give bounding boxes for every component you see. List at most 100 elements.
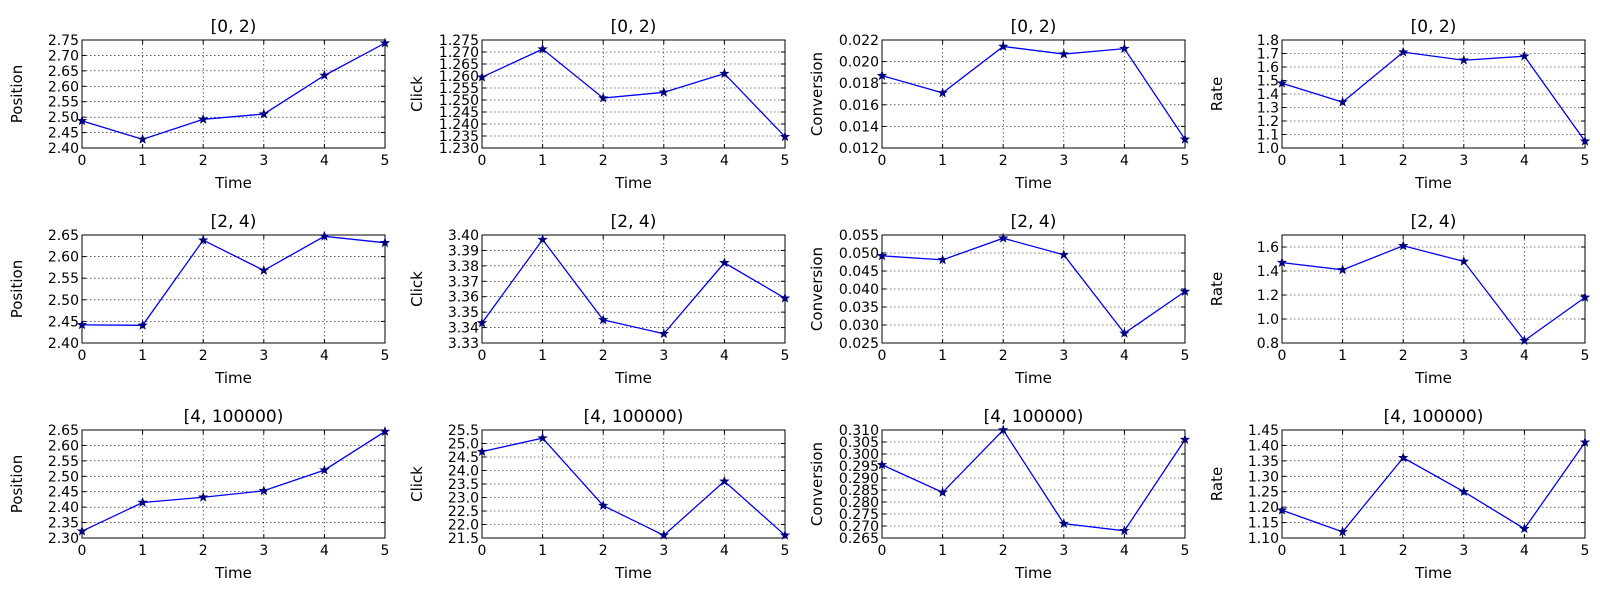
x-tick-label: 0 <box>78 543 87 559</box>
data-point-marker <box>1337 264 1348 275</box>
data-point-marker <box>1519 335 1530 346</box>
x-tick-label: 5 <box>781 348 790 364</box>
data-point-marker <box>379 37 391 48</box>
y-tick-label: 0.014 <box>839 119 879 135</box>
x-tick-label: 2 <box>599 543 608 559</box>
axes-frame <box>481 234 786 344</box>
data-point-marker <box>937 87 948 98</box>
x-tick-label: 1 <box>538 153 547 169</box>
x-tick-label: 5 <box>381 153 390 169</box>
y-tick-label: 0.300 <box>839 447 879 463</box>
subplot-6: 0.025 0.030 0.035 0.040 0.045 0.050 0.055 0 1 2 3 4… <box>808 212 1191 387</box>
x-tick-label: 0 <box>78 153 87 169</box>
x-tick-label: 1 <box>1338 153 1347 169</box>
series-line <box>481 238 786 335</box>
x-tick-label: 1 <box>938 543 947 559</box>
data-point-marker <box>137 319 148 330</box>
data-point-marker <box>1519 50 1530 61</box>
x-tick-label: 1 <box>1338 348 1347 364</box>
y-tick-label: 0.295 <box>839 459 879 475</box>
y-tick-label: 1.6 <box>1257 240 1279 256</box>
axes-frame <box>81 429 386 539</box>
series-line <box>481 437 786 537</box>
data-point-marker <box>76 115 88 126</box>
data-point-marker <box>1337 526 1348 537</box>
y-axis-label: Click <box>408 76 426 112</box>
data-point-marker <box>1276 257 1288 268</box>
y-tick-label: 0.270 <box>839 519 879 535</box>
x-axis-label: Time <box>1014 564 1052 582</box>
subplot-9: 21.522.022.523.023.524.024.525.025.5 0 1 2 3… <box>408 407 791 582</box>
x-axis-label: Time <box>614 174 652 192</box>
y-tick-label: 2.60 <box>48 438 79 454</box>
data-point-marker <box>537 432 548 443</box>
y-tick-label: 23.5 <box>448 477 479 493</box>
y-tick-label: 1.30 <box>1248 469 1279 485</box>
data-point-marker <box>197 113 209 124</box>
data-point-marker <box>998 232 1009 243</box>
data-point-marker <box>1119 327 1130 338</box>
data-point-marker <box>876 250 888 261</box>
axes-frame <box>81 39 386 149</box>
x-tick-label: 4 <box>320 153 329 169</box>
x-tick-label: 0 <box>478 348 487 364</box>
y-tick-label: 0.012 <box>839 141 879 157</box>
y-tick-label: 2.60 <box>48 250 79 266</box>
y-tick-label: 0.018 <box>839 76 879 92</box>
data-point-marker <box>998 41 1009 51</box>
x-tick-label: 1 <box>138 543 147 559</box>
subplot-title: [4, 100000) <box>184 407 284 427</box>
x-tick-label: 5 <box>1581 153 1590 169</box>
x-tick-label: 4 <box>320 348 329 364</box>
y-tick-label: 1.260 <box>439 69 479 85</box>
x-axis-label: Time <box>1014 174 1052 192</box>
x-tick-label: 1 <box>938 153 947 169</box>
data-point-marker <box>658 529 669 540</box>
y-tick-label: 1.3 <box>1257 101 1279 117</box>
x-tick-label: 5 <box>1181 348 1190 364</box>
y-tick-label: 2.30 <box>48 531 79 547</box>
y-axis-label: Click <box>408 271 426 307</box>
data-point-marker <box>319 464 330 475</box>
y-tick-label: 2.45 <box>48 126 79 142</box>
y-tick-label: 0.310 <box>839 423 879 439</box>
subplot-title: [4, 100000) <box>1384 407 1484 427</box>
data-point-marker <box>876 459 888 470</box>
x-tick-label: 5 <box>1581 543 1590 559</box>
subplot-title: [0, 2) <box>1011 17 1057 37</box>
x-tick-label: 3 <box>1459 348 1468 364</box>
x-tick-label: 4 <box>320 543 329 559</box>
y-axis-label: Position <box>8 260 26 318</box>
data-point-marker <box>258 108 270 119</box>
x-axis-label: Time <box>614 564 652 582</box>
data-point-marker <box>1337 96 1348 107</box>
x-tick-label: 2 <box>999 543 1008 559</box>
y-tick-label: 25.5 <box>448 423 479 439</box>
y-tick-label: 0.045 <box>839 264 879 280</box>
y-tick-label: 3.33 <box>448 336 479 352</box>
y-axis-label: Conversion <box>808 247 826 331</box>
subplot-0: 2.402.452.502.552.602.652.702.75 0 1 2 3 4 5 [0… <box>8 17 391 192</box>
y-tick-label: 0.055 <box>839 228 879 244</box>
x-tick-label: 5 <box>781 543 790 559</box>
y-tick-label: 3.37 <box>448 274 479 290</box>
x-tick-label: 5 <box>1181 153 1190 169</box>
data-point-marker <box>1458 486 1470 497</box>
x-axis-label: Time <box>214 174 252 192</box>
x-tick-label: 1 <box>138 348 147 364</box>
data-point-marker <box>1579 291 1591 302</box>
subplot-title: [2, 4) <box>211 212 257 232</box>
x-tick-label: 1 <box>138 153 147 169</box>
y-tick-label: 1.5 <box>1257 74 1279 90</box>
y-tick-label: 1.4 <box>1257 87 1279 103</box>
y-tick-label: 1.265 <box>439 57 479 73</box>
y-tick-label: 1.6 <box>1257 60 1279 76</box>
y-tick-label: 0.305 <box>839 435 879 451</box>
x-tick-label: 0 <box>1278 543 1287 559</box>
y-tick-label: 1.0 <box>1257 141 1279 157</box>
x-tick-label: 5 <box>381 348 390 364</box>
series-line <box>881 428 1186 532</box>
y-tick-label: 0.030 <box>839 318 879 334</box>
series-line <box>881 237 1186 335</box>
